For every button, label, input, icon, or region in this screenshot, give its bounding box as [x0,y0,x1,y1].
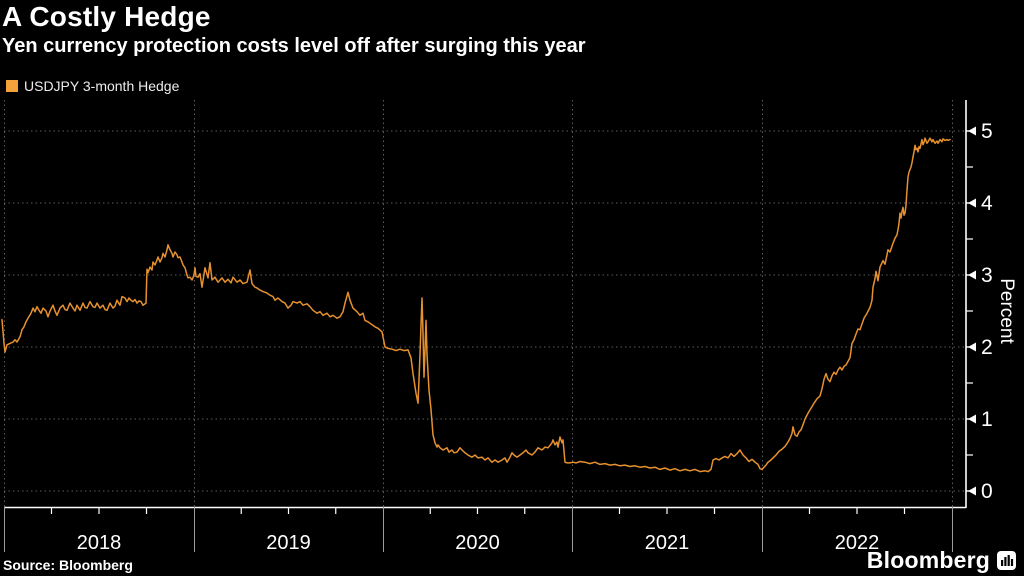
chart-legend: USDJPY 3-month Hedge [6,78,179,94]
x-axis-year-label: 2018 [77,532,122,554]
chart-title: A Costly Hedge [2,1,211,32]
legend-label: USDJPY 3-month Hedge [24,78,180,94]
y-tick-arrow-icon [968,414,976,424]
y-tick-arrow-icon [968,342,976,352]
y-axis-tick-label: 4 [981,192,993,215]
y-tick-arrow-icon [968,270,976,280]
y-tick-arrow-icon [968,126,976,136]
y-axis-tick-label: 1 [981,408,993,431]
legend-swatch-icon [6,80,18,92]
bloomberg-logo: Bloomberg [867,547,1016,574]
y-tick-arrow-icon [968,198,976,208]
source-note: Source: Bloomberg [3,557,133,573]
series-line-usdjpy-hedge [1,137,951,473]
axes-group: Percent [4,100,1017,509]
x-axis-year-label: 2022 [835,532,880,554]
series-group [1,137,951,473]
axis-labels-group: 2018 2019 2020 2021 2022 0 1 2 3 4 5 [77,120,993,554]
y-axis-tick-label: 2 [981,336,993,359]
x-axis-year-label: 2019 [266,532,311,554]
chart-header: A Costly Hedge Yen currency protection c… [2,0,586,58]
ticks-group [4,126,976,552]
y-axis-tick-label: 5 [981,120,993,143]
y-tick-arrow-icon [968,486,976,496]
bar-chart-icon [997,551,1016,570]
y-axis-tick-label: 0 [981,480,993,503]
y-axis-title: Percent [996,278,1017,344]
chart-subtitle: Yen currency protection costs level off … [2,35,586,57]
gridlines-group [4,100,966,507]
y-axis-tick-label: 3 [981,264,993,287]
x-axis-year-label: 2021 [645,532,690,554]
bloomberg-wordmark: Bloomberg [866,547,990,573]
x-axis-year-label: 2020 [455,532,500,554]
